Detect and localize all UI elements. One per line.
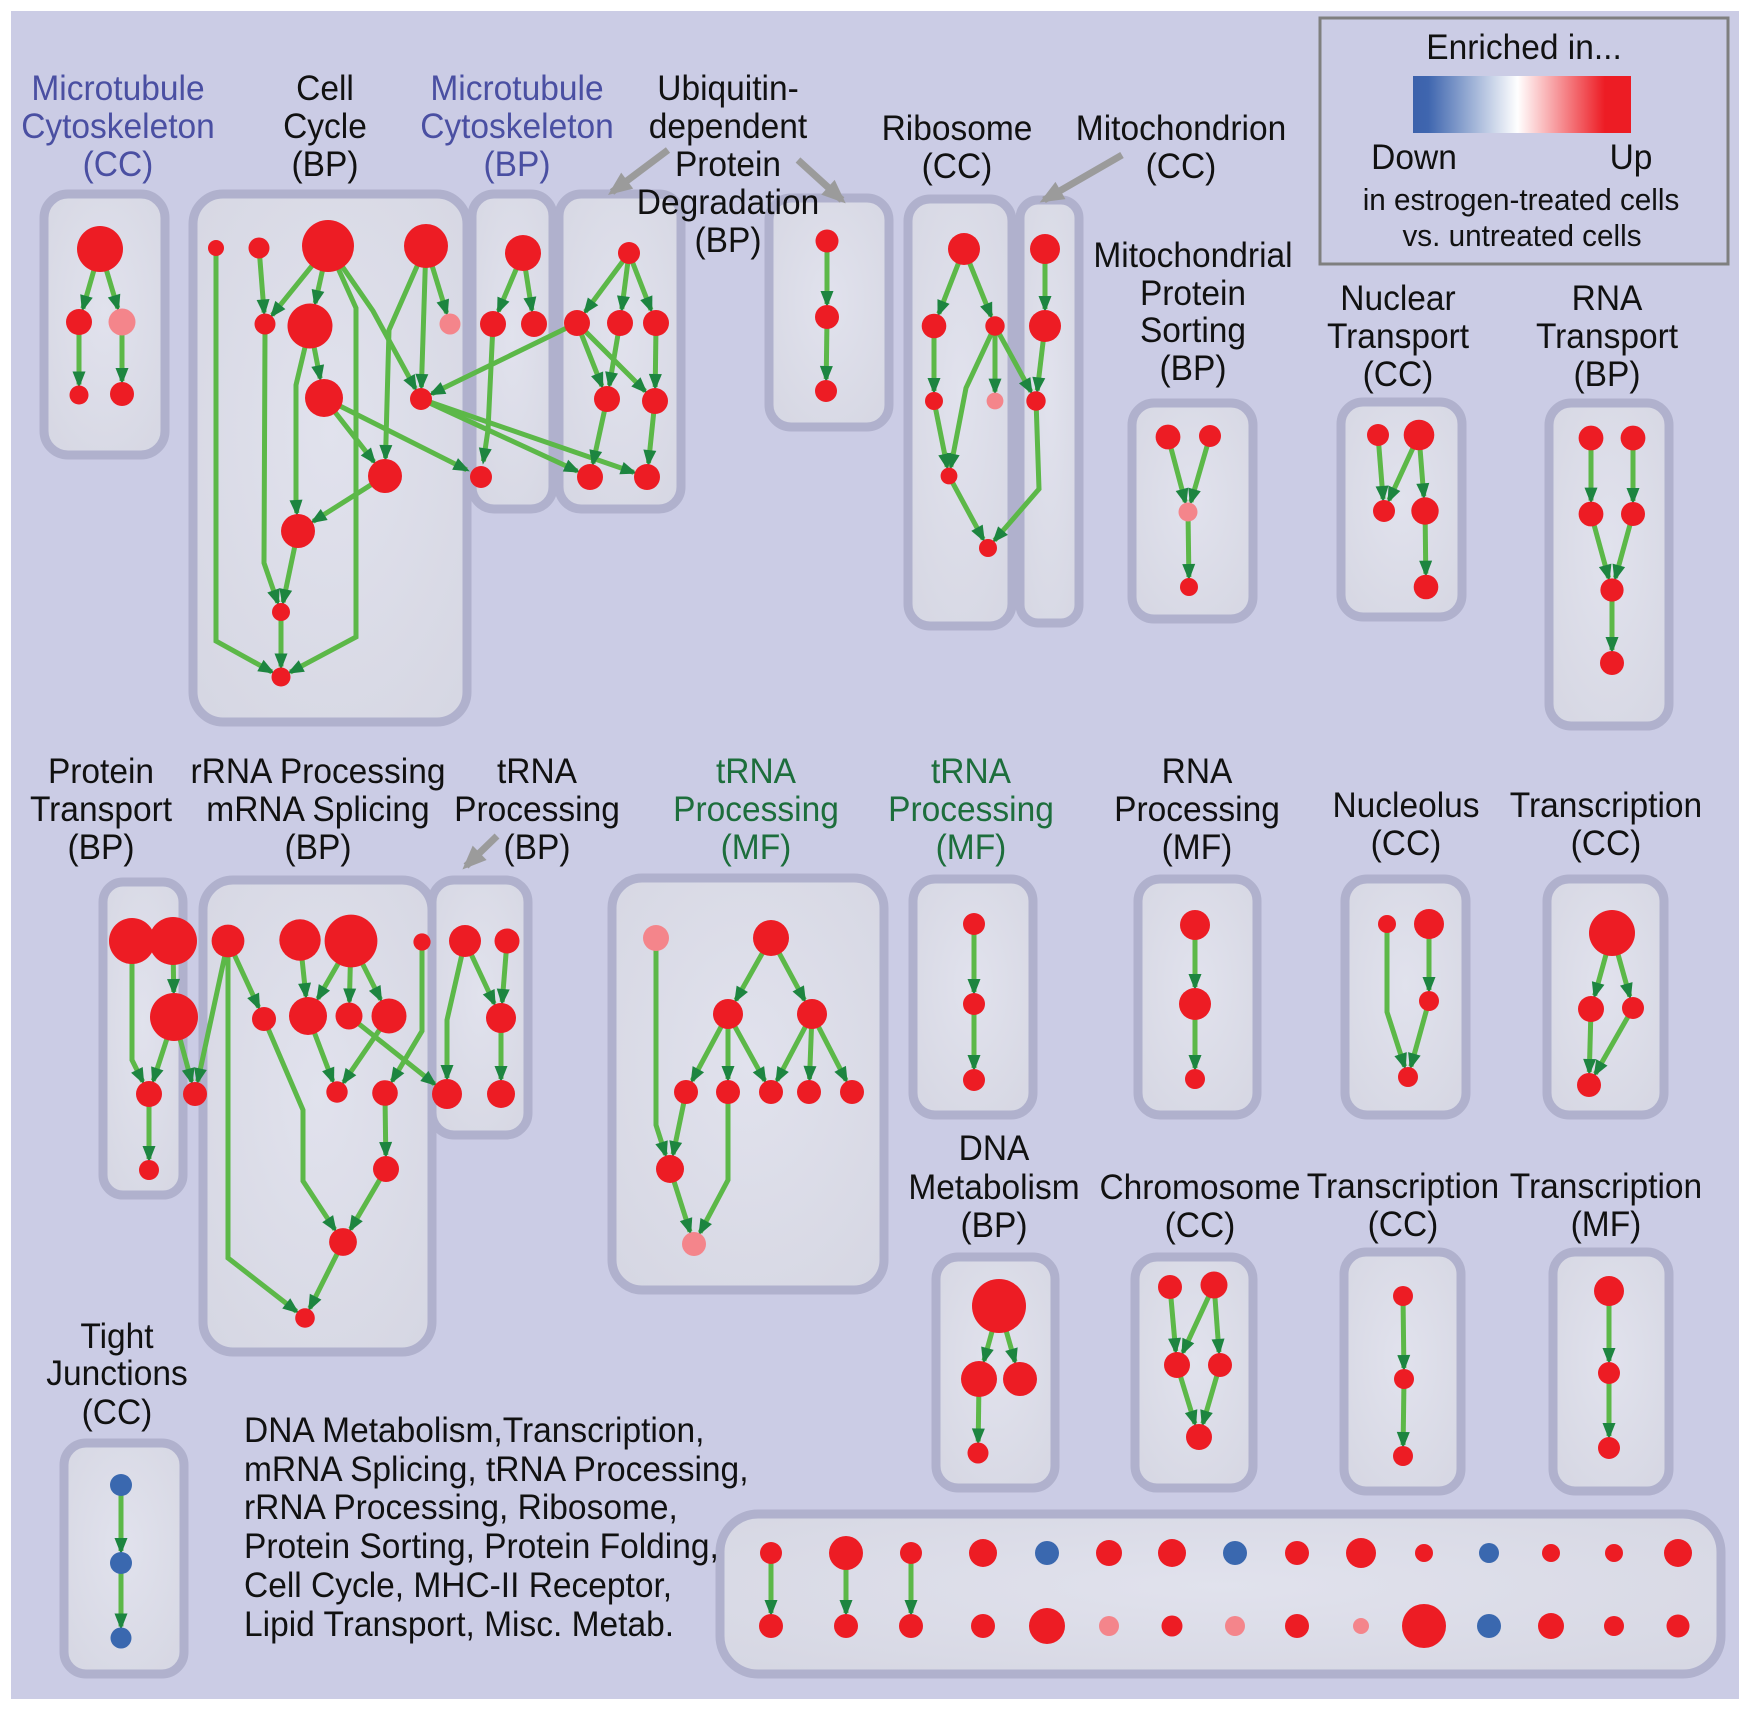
- svg-text:Transport: Transport: [1327, 317, 1469, 356]
- svg-text:Processing: Processing: [673, 790, 839, 829]
- svg-text:Transcription: Transcription: [1510, 786, 1702, 825]
- svg-text:(MF): (MF): [721, 828, 792, 867]
- svg-text:Cytoskeleton: Cytoskeleton: [21, 107, 215, 146]
- svg-text:Transport: Transport: [1536, 317, 1678, 356]
- svg-text:Junctions: Junctions: [46, 1354, 188, 1393]
- svg-text:Ribosome: Ribosome: [882, 109, 1033, 148]
- svg-text:Transcription: Transcription: [1510, 1167, 1702, 1206]
- svg-text:Metabolism: Metabolism: [908, 1168, 1079, 1207]
- svg-text:rRNA Processing: rRNA Processing: [191, 752, 446, 791]
- svg-text:Up: Up: [1610, 138, 1653, 177]
- svg-text:Transport: Transport: [30, 790, 172, 829]
- svg-text:mRNA Splicing, tRNA Processing: mRNA Splicing, tRNA Processing,: [244, 1450, 749, 1489]
- svg-text:Ubiquitin-: Ubiquitin-: [657, 69, 799, 108]
- svg-text:DNA Metabolism,Transcription,: DNA Metabolism,Transcription,: [244, 1411, 704, 1450]
- svg-text:vs. untreated cells: vs. untreated cells: [1402, 218, 1641, 253]
- svg-text:Processing: Processing: [1114, 790, 1280, 829]
- svg-text:Microtubule: Microtubule: [31, 69, 204, 108]
- svg-text:Protein Sorting, Protein Foldi: Protein Sorting, Protein Folding,: [244, 1527, 719, 1566]
- svg-text:in estrogen-treated cells: in estrogen-treated cells: [1363, 182, 1680, 217]
- svg-text:Tight: Tight: [80, 1317, 153, 1356]
- svg-text:Nucleolus: Nucleolus: [1332, 786, 1479, 825]
- svg-text:(CC): (CC): [922, 147, 993, 186]
- svg-text:(BP): (BP): [695, 221, 762, 260]
- svg-text:(CC): (CC): [1368, 1205, 1439, 1244]
- svg-text:rRNA Processing, Ribosome,: rRNA Processing, Ribosome,: [244, 1488, 678, 1527]
- svg-text:Lipid Transport, Misc. Metab.: Lipid Transport, Misc. Metab.: [244, 1605, 674, 1644]
- svg-text:Enriched in...: Enriched in...: [1426, 28, 1622, 67]
- svg-text:Protein: Protein: [48, 752, 154, 791]
- svg-text:(BP): (BP): [285, 828, 352, 867]
- svg-text:RNA: RNA: [1572, 279, 1643, 318]
- svg-text:Sorting: Sorting: [1140, 311, 1246, 350]
- svg-text:Chromosome: Chromosome: [1099, 1168, 1300, 1207]
- svg-text:RNA: RNA: [1162, 752, 1233, 791]
- svg-text:(MF): (MF): [1162, 828, 1233, 867]
- svg-text:(BP): (BP): [292, 145, 359, 184]
- svg-text:Protein: Protein: [675, 145, 781, 184]
- svg-text:dependent: dependent: [649, 107, 808, 146]
- svg-text:(BP): (BP): [961, 1206, 1028, 1245]
- svg-text:(CC): (CC): [82, 1393, 153, 1432]
- svg-text:(BP): (BP): [1160, 349, 1227, 388]
- svg-text:Cell Cycle, MHC-II Receptor,: Cell Cycle, MHC-II Receptor,: [244, 1566, 672, 1605]
- svg-text:Mitochondrial: Mitochondrial: [1093, 236, 1292, 275]
- svg-text:Mitochondrion: Mitochondrion: [1076, 109, 1286, 148]
- svg-text:(BP): (BP): [68, 828, 135, 867]
- svg-text:Processing: Processing: [454, 790, 620, 829]
- svg-text:Microtubule: Microtubule: [430, 69, 603, 108]
- svg-text:Cell: Cell: [296, 69, 354, 108]
- svg-text:(CC): (CC): [83, 145, 154, 184]
- svg-text:Nuclear: Nuclear: [1340, 279, 1456, 318]
- svg-text:tRNA: tRNA: [497, 752, 578, 791]
- svg-text:DNA: DNA: [959, 1129, 1030, 1168]
- svg-text:(CC): (CC): [1571, 824, 1642, 863]
- svg-text:(MF): (MF): [1571, 1205, 1642, 1244]
- svg-text:tRNA: tRNA: [931, 752, 1012, 791]
- svg-text:Degradation: Degradation: [637, 183, 820, 222]
- svg-text:Cycle: Cycle: [283, 107, 367, 146]
- svg-text:(BP): (BP): [504, 828, 571, 867]
- svg-text:(CC): (CC): [1363, 355, 1434, 394]
- svg-text:Processing: Processing: [888, 790, 1054, 829]
- svg-text:tRNA: tRNA: [716, 752, 797, 791]
- svg-text:(CC): (CC): [1146, 147, 1217, 186]
- svg-text:(CC): (CC): [1371, 824, 1442, 863]
- svg-text:Transcription: Transcription: [1307, 1167, 1499, 1206]
- svg-text:Cytoskeleton: Cytoskeleton: [420, 107, 614, 146]
- svg-text:(CC): (CC): [1165, 1206, 1236, 1245]
- svg-text:(BP): (BP): [484, 145, 551, 184]
- svg-text:Protein: Protein: [1140, 274, 1246, 313]
- svg-text:(BP): (BP): [1574, 355, 1641, 394]
- svg-text:Down: Down: [1371, 138, 1457, 177]
- svg-text:(MF): (MF): [936, 828, 1007, 867]
- svg-text:mRNA Splicing: mRNA Splicing: [206, 790, 429, 829]
